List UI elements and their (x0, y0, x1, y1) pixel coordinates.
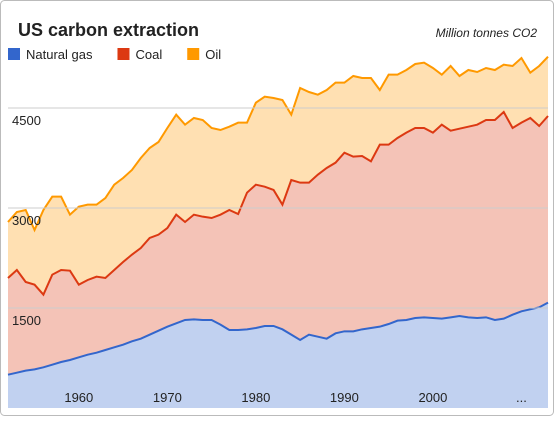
legend-swatch (117, 48, 130, 60)
area (8, 112, 548, 375)
area (8, 56, 548, 295)
line (7, 55, 549, 233)
line (7, 110, 549, 297)
legend: Natural gas Coal Oil (8, 47, 221, 62)
legend-label: Natural gas (26, 47, 93, 62)
x-tick-label: 1970 (153, 390, 182, 405)
legend-label: Coal (135, 47, 162, 62)
line (7, 301, 549, 376)
x-tick-label: 1990 (330, 390, 359, 405)
plot-area: 1500 3000 4500 1960 1970 1980 1990 2000... (7, 55, 549, 408)
y-tick-label: 4500 (12, 113, 41, 128)
chart-subtitle: Million tonnes CO2 (436, 26, 538, 40)
x-tick-label: ... (516, 390, 527, 405)
y-tick-label: 1500 (12, 313, 41, 328)
x-tick-label: 1960 (64, 390, 93, 405)
legend-label: Oil (205, 47, 221, 62)
legend-swatch (187, 48, 200, 60)
chart-title: US carbon extraction (18, 20, 199, 40)
x-tick-label: 2000 (418, 390, 447, 405)
legend-swatch (8, 48, 20, 60)
area (8, 302, 548, 408)
y-tick-label: 3000 (12, 213, 41, 228)
x-tick-label: 1980 (241, 390, 270, 405)
